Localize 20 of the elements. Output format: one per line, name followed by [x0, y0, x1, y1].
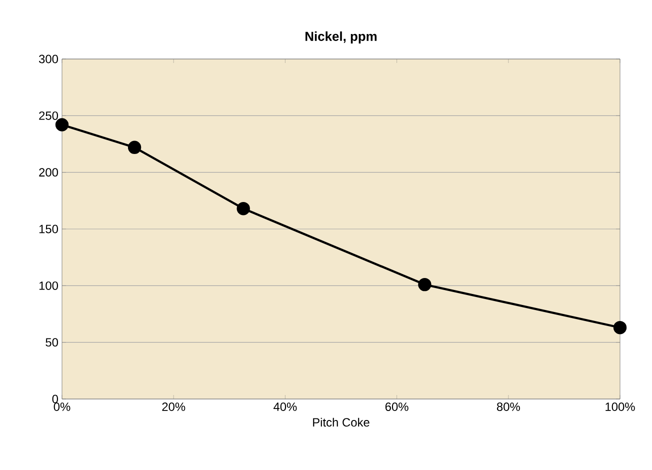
y-tick-label: 200: [39, 168, 58, 177]
point: [236, 202, 250, 216]
x-tick-label: 40%: [274, 402, 297, 411]
point: [418, 278, 432, 292]
y-tick-label: 250: [39, 111, 58, 120]
x-tick-label: 0%: [54, 402, 70, 411]
point: [128, 140, 142, 154]
y-tick-label: 300: [38, 54, 58, 64]
x-tick-label: 20%: [162, 402, 186, 411]
y-tick-label: 50: [46, 338, 58, 347]
y-tick-label: 0: [52, 394, 58, 404]
point: [55, 118, 69, 132]
x-tick-label: 60%: [385, 402, 408, 411]
x-tick-label: 80%: [496, 402, 520, 411]
point: [613, 321, 627, 334]
x-axis-title: Pitch Coke: [313, 418, 370, 427]
y-tick-label: 100: [39, 281, 58, 290]
x-tick-label: 100%: [606, 402, 635, 411]
y-tick-label: 150: [39, 224, 58, 234]
chart-title: Nickel, ppm: [306, 31, 377, 44]
